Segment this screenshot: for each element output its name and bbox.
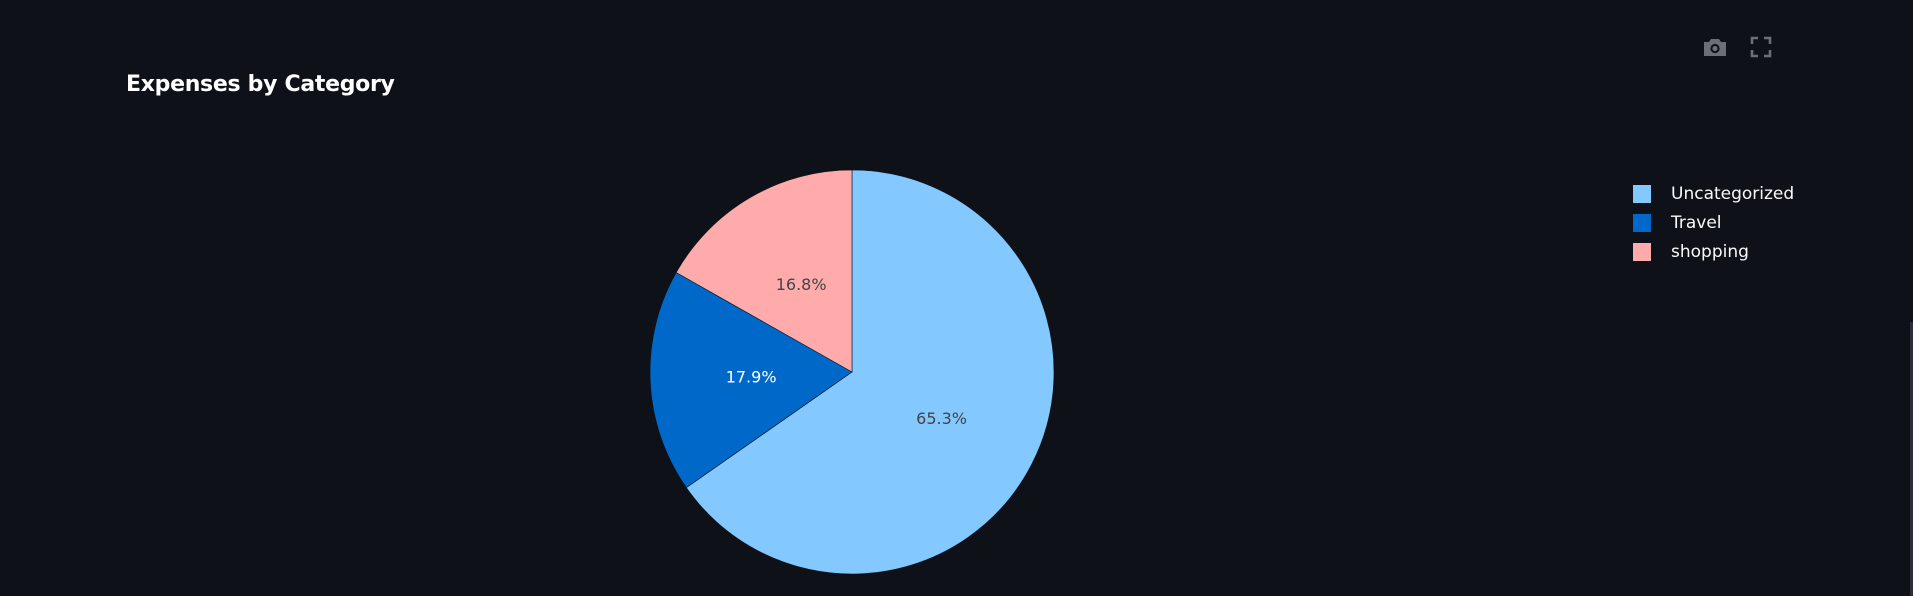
legend-label: shopping [1671, 241, 1749, 262]
legend-item-shopping[interactable]: shopping [1633, 237, 1794, 266]
legend-swatch [1633, 242, 1651, 261]
legend-item-uncategorized[interactable]: Uncategorized [1633, 179, 1794, 208]
legend-label: Uncategorized [1671, 183, 1795, 204]
pie-slice-label: 17.9% [726, 367, 777, 386]
scrollbar-track[interactable] [1910, 322, 1913, 596]
fullscreen-icon [1750, 36, 1772, 58]
legend-label: Travel [1671, 212, 1722, 233]
camera-icon [1704, 39, 1726, 56]
pie-slice-label: 65.3% [916, 409, 967, 428]
fullscreen-button[interactable] [1748, 34, 1774, 60]
legend-item-travel[interactable]: Travel [1633, 208, 1794, 237]
legend-swatch [1633, 213, 1651, 232]
pie-slice-travel[interactable] [649, 272, 853, 489]
chart-title: Expenses by Category [126, 72, 395, 97]
download-image-button[interactable] [1702, 34, 1728, 60]
pie-slice-shopping[interactable] [675, 169, 853, 373]
pie-slice-label: 16.8% [776, 275, 827, 294]
chart-modebar [1702, 34, 1774, 60]
pie-slice-uncategorized[interactable] [685, 169, 1055, 575]
chart-legend: Uncategorized Travel shopping [1633, 179, 1794, 266]
legend-swatch [1633, 184, 1651, 203]
